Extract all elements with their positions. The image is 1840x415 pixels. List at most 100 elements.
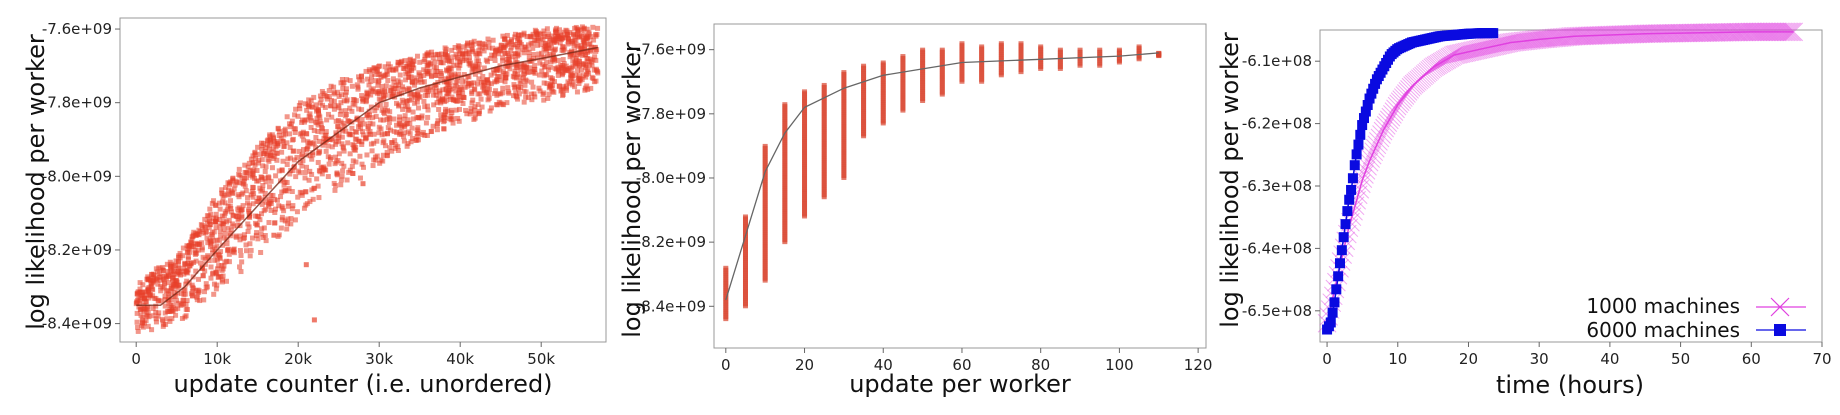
data-point [540,31,546,37]
data-point [183,281,189,287]
data-point [254,198,260,204]
trend-line [725,52,1159,301]
data-point [250,174,256,180]
data-point [337,111,343,117]
data-marks [1317,22,1804,335]
data-point [199,222,205,228]
data-point [369,148,375,154]
data-point [316,195,322,201]
x-tick-label: 70 [1812,350,1831,368]
data-point [168,265,174,271]
data-point [559,72,565,78]
data-point [320,142,326,148]
data-point [443,98,449,104]
data-point [168,289,174,295]
data-point [401,130,407,136]
data-point [333,141,339,147]
data-point [302,101,308,107]
data-point [546,31,552,37]
data-point [274,197,280,203]
x-tick-label: 30k [365,350,393,368]
data-point [454,62,460,68]
data-point [481,83,487,89]
data-point [339,134,345,140]
data-point [594,31,600,37]
data-point [444,82,450,88]
data-point [378,126,384,132]
data-point [414,134,420,140]
data-point [441,114,447,120]
data-point [279,217,285,223]
data-point [450,116,456,122]
data-point [296,148,302,154]
data-point [476,76,482,82]
data-point [360,132,366,138]
data-point [259,201,265,207]
data-point [466,58,472,64]
data-point [214,257,220,263]
data-point [551,89,557,95]
data-point [434,65,440,71]
data-point [571,32,577,38]
data-point [449,86,455,92]
data-point [136,301,142,307]
data-point [433,92,439,98]
data-point [326,88,332,94]
data-point [139,320,145,326]
data-point [513,64,519,70]
data-point [541,90,547,96]
data-point [287,171,293,177]
data-point [219,199,225,205]
data-point [184,243,190,249]
data-point [493,88,499,94]
data-point [169,308,175,314]
data-point [263,199,269,205]
data-point [505,40,511,46]
data-point [528,33,534,39]
data-point [319,171,325,177]
data-point [530,40,536,46]
data-point [350,101,356,107]
data-point [583,74,589,80]
data-point [468,80,474,86]
data-point [311,128,317,134]
data-point [459,51,465,57]
marker-6000 [1360,106,1371,117]
data-point [304,164,310,170]
data-point [328,103,334,109]
data-point [515,96,521,102]
data-point [332,103,338,109]
data-point [340,168,346,174]
data-point [150,313,156,319]
data-point [389,140,395,146]
data-point [257,151,263,157]
data-point [253,156,259,162]
data-point [165,273,171,279]
data-point [551,79,557,85]
data-point [292,217,298,223]
data-point [214,243,220,249]
data-point [400,106,406,112]
data-point [522,44,528,50]
data-point [390,76,396,82]
data-point [284,226,290,232]
data-point [547,64,553,70]
data-point [505,55,511,61]
data-point [424,63,430,69]
data-point [536,72,542,78]
data-point [217,216,223,222]
data-point [411,58,417,64]
data-point [226,251,232,257]
data-point [174,282,180,288]
data-point [455,43,461,49]
data-point [381,93,387,99]
data-point [456,106,462,112]
data-point [237,180,243,186]
data-point [204,229,210,235]
data-point [372,71,378,77]
data-point [496,91,502,97]
data-point [215,274,221,280]
data-point [331,106,337,112]
data-point [549,78,555,84]
data-point [239,213,245,219]
